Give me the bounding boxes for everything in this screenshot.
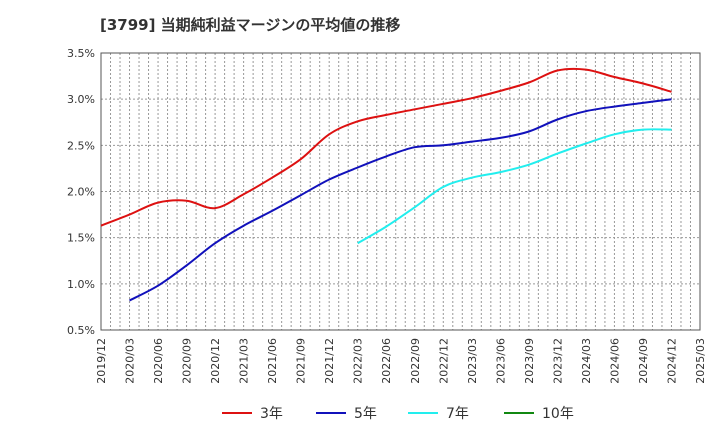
legend-label: 7年 xyxy=(446,406,469,422)
x-tick-label: 2020/12 xyxy=(209,338,222,384)
x-tick-label: 2024/12 xyxy=(665,338,678,384)
x-tick-label: 2021/09 xyxy=(295,338,308,384)
y-tick-label: 2.0% xyxy=(67,186,95,199)
x-tick-label: 2021/06 xyxy=(266,338,279,384)
x-tick-label: 2020/06 xyxy=(152,338,165,384)
x-tick-label: 2024/06 xyxy=(608,338,621,384)
x-tick-label: 2020/03 xyxy=(124,338,137,384)
y-tick-label: 3.5% xyxy=(67,47,95,60)
plot-frame xyxy=(100,52,701,331)
x-tick-label: 2022/09 xyxy=(409,338,422,384)
x-tick-label: 2023/03 xyxy=(466,338,479,384)
x-tick-label: 2024/09 xyxy=(637,338,650,384)
x-tick-label: 2022/03 xyxy=(352,338,365,384)
x-tick-label: 2022/12 xyxy=(437,338,450,384)
y-tick-label: 3.0% xyxy=(67,93,95,106)
chart-title: [3799] 当期純利益マージンの平均値の推移 xyxy=(100,16,401,34)
series-line-2 xyxy=(129,98,672,302)
y-tick-label: 1.0% xyxy=(67,278,95,291)
y-tick-label: 0.5% xyxy=(67,324,95,337)
x-tick-label: 2022/06 xyxy=(380,338,393,384)
y-tick-label: 1.5% xyxy=(67,232,95,245)
series-line-3 xyxy=(357,128,672,245)
x-tick-label: 2023/09 xyxy=(523,338,536,384)
series-line-1 xyxy=(100,67,672,227)
x-tick-label: 2020/09 xyxy=(181,338,194,384)
axis-layer: 0.5% 1.0% 1.5% 2.0% 2.5% 3.0% 3.5% 2019/12 2020/… xyxy=(67,47,707,384)
legend: 3年 5年 7年 10年 xyxy=(222,406,574,422)
series-layer xyxy=(100,67,672,302)
x-tick-label: 2021/03 xyxy=(238,338,251,384)
plot-area-background xyxy=(101,53,700,330)
legend-label: 3年 xyxy=(260,406,283,422)
legend-label: 5年 xyxy=(354,406,377,422)
x-tick-label: 2021/12 xyxy=(323,338,336,384)
legend-label: 10年 xyxy=(542,406,574,422)
x-tick-label: 2023/06 xyxy=(494,338,507,384)
x-tick-label: 2019/12 xyxy=(95,338,108,384)
x-tick-label: 2024/03 xyxy=(580,338,593,384)
x-tick-label: 2025/03 xyxy=(694,338,707,384)
x-tick-label: 2023/12 xyxy=(551,338,564,384)
y-tick-label: 2.5% xyxy=(67,139,95,152)
